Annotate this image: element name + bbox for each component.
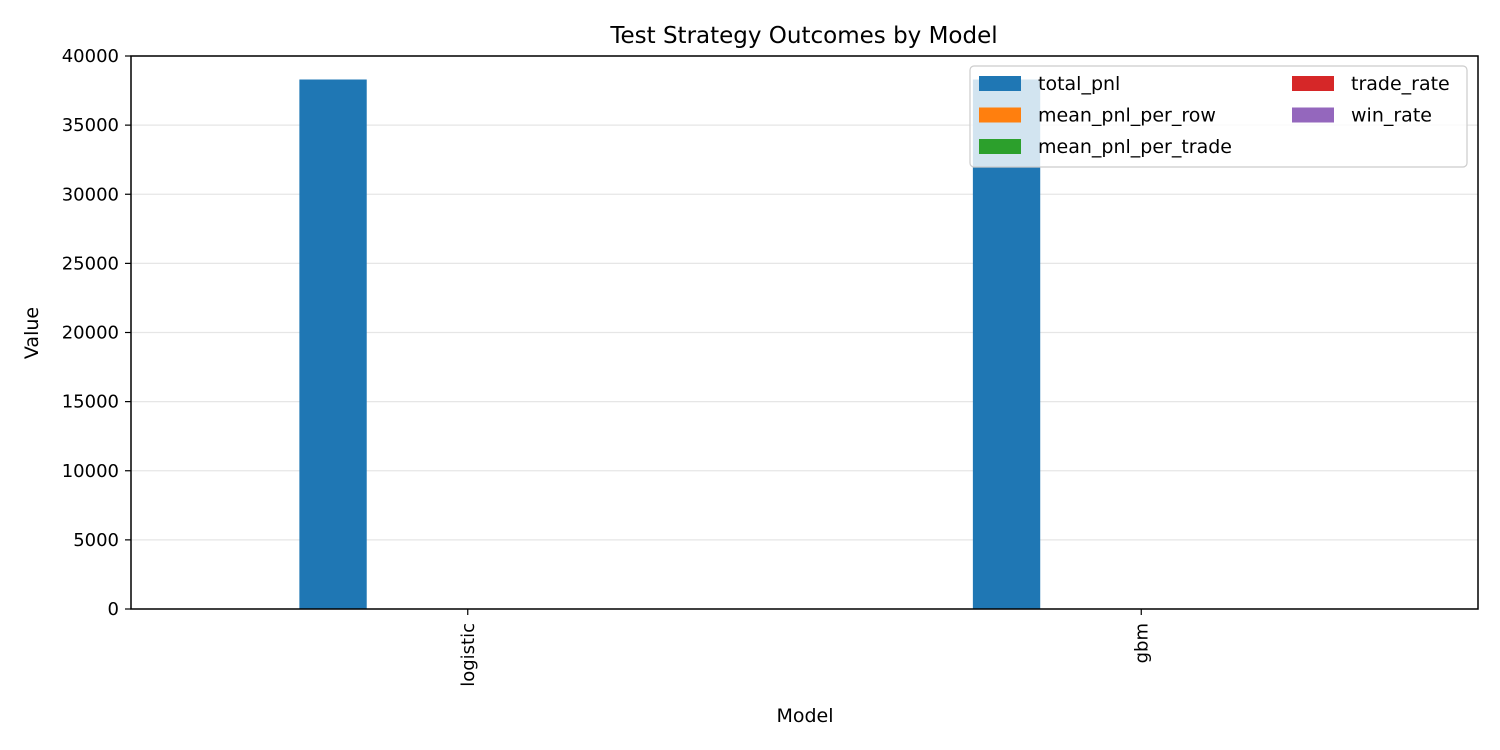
legend-label-total_pnl: total_pnl — [1038, 73, 1120, 95]
legend-swatch-trade_rate — [1292, 76, 1334, 91]
y-axis-title: Value — [21, 307, 43, 359]
legend-label-mean_pnl_per_row: mean_pnl_per_row — [1038, 105, 1216, 127]
x-axis-title: Model — [776, 705, 833, 727]
bar-total_pnl-gbm — [972, 79, 1041, 609]
bars — [299, 79, 1310, 609]
x-tick-label: gbm — [1131, 623, 1152, 663]
x-axis: logistic gbm — [458, 609, 1152, 687]
y-tick-label: 30000 — [62, 184, 119, 205]
bar-total_pnl-logistic — [299, 79, 367, 609]
y-tick-label: 20000 — [62, 323, 119, 344]
legend-swatch-win_rate — [1292, 107, 1334, 123]
y-tick-label: 15000 — [62, 392, 119, 413]
y-axis: 0 5000 10000 15000 20000 25000 30000 35000 40000 — [62, 46, 131, 620]
chart-title: Test Strategy Outcomes by Model — [609, 23, 997, 49]
x-tick-label: logistic — [458, 623, 479, 687]
y-tick-label: 35000 — [62, 115, 119, 136]
legend-label-mean_pnl_per_trade: mean_pnl_per_trade — [1038, 136, 1232, 158]
legend-box — [969, 65, 1468, 168]
y-tick-label: 25000 — [62, 253, 119, 274]
legend-swatch-total_pnl — [979, 76, 1021, 91]
y-tick-label: 5000 — [73, 530, 119, 551]
y-tick-label: 40000 — [62, 46, 119, 67]
y-tick-label: 0 — [108, 599, 119, 620]
legend-swatch-mean_pnl_per_trade — [979, 139, 1021, 154]
legend-label-win_rate: win_rate — [1351, 105, 1432, 127]
legend-label-trade_rate: trade_rate — [1351, 73, 1450, 95]
legend-swatch-mean_pnl_per_row — [979, 107, 1021, 123]
y-tick-label: 10000 — [62, 461, 119, 482]
legend: total_pnl mean_pnl_per_row mean_pnl_per_tr… — [969, 65, 1468, 168]
